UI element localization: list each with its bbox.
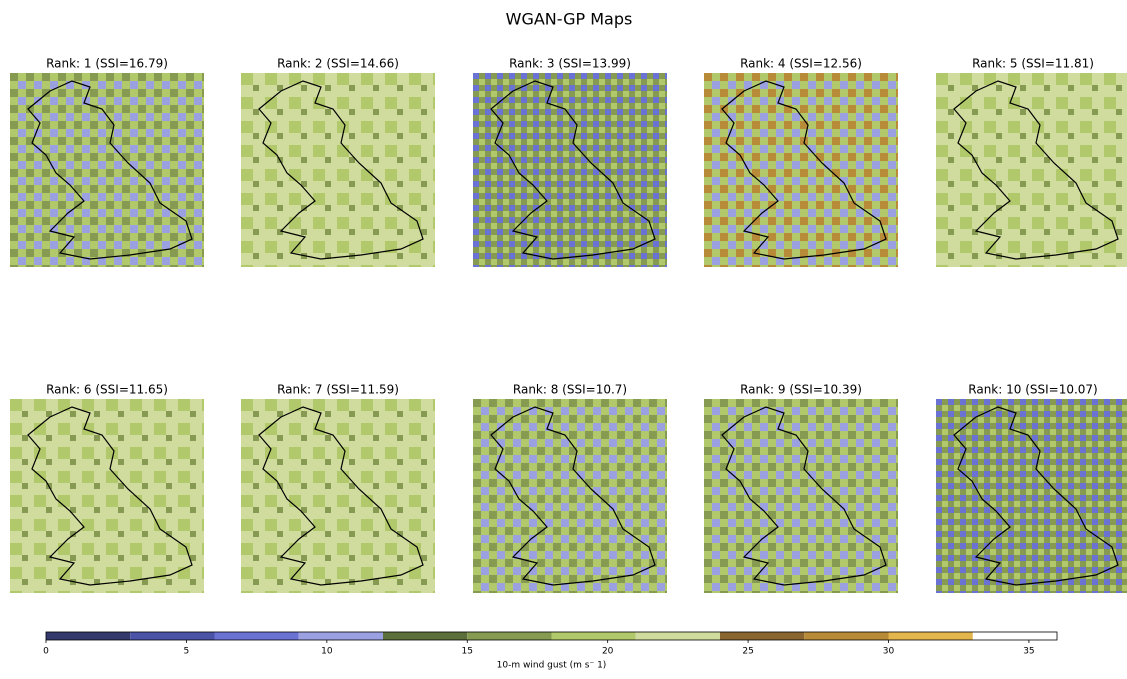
tick-label: 0 [43,647,49,657]
panels: Rank: 1 (SSI=16.79) Rank: 2 (SSI=14.66) Ra… [10,57,1127,594]
panel-title: Rank: 1 (SSI=16.79) [46,57,168,71]
colorbar-segment [467,632,551,640]
map-panel [473,399,667,593]
tick-label: 30 [883,647,895,657]
panel-title: Rank: 10 (SSI=10.07) [968,383,1097,397]
map-field [704,73,898,267]
map-panel [10,399,204,593]
map-field [473,399,667,593]
map-panel [10,73,204,267]
colorbar: 0 5 10 15 20 25 30 35 10-m wind gust (m s⁻ 1) [43,632,1057,671]
map-field [936,73,1127,267]
map-panel [936,73,1127,267]
panel-title: Rank: 6 (SSI=11.65) [46,383,168,397]
tick-label: 15 [462,647,473,657]
figure: WGAN-GP Maps Rank: 1 (SSI=16.79) Rank: 2 … [0,0,1127,675]
map-field [241,73,435,267]
panel-title: Rank: 9 (SSI=10.39) [740,383,862,397]
map-panel [241,399,435,593]
panel-title: Rank: 8 (SSI=10.7) [513,383,627,397]
map-panel [936,399,1127,593]
panel-title: Rank: 5 (SSI=11.81) [972,57,1094,71]
map-panel [704,73,898,267]
panel-title: Rank: 3 (SSI=13.99) [509,57,631,71]
panel-title: Rank: 4 (SSI=12.56) [740,57,862,71]
map-field [10,399,204,593]
panel-title: Rank: 7 (SSI=11.59) [277,383,399,397]
map-panel [704,399,898,593]
map-panel [473,73,667,267]
map-field [704,399,898,593]
map-field [10,73,204,267]
figure-title: WGAN-GP Maps [506,10,633,29]
colorbar-segment [552,632,636,640]
page: {"title": "WGAN-GP Maps", "panels": ["Ra… [0,0,1127,679]
map-field [936,399,1127,593]
map-field [473,73,667,267]
map-field [241,399,435,593]
colorbar-segment [636,632,720,640]
colorbar-segment [130,632,214,640]
colorbar-label: 10-m wind gust (m s⁻ 1) [497,661,607,671]
map-panel [241,73,435,267]
colorbar-segment [299,632,383,640]
tick-label: 20 [602,647,614,657]
tick-label: 10 [321,647,333,657]
tick-label: 35 [1023,647,1034,657]
colorbar-segment [889,632,973,640]
tick-label: 5 [184,647,190,657]
colorbar-segment [804,632,888,640]
colorbar-segment [383,632,467,640]
colorbar-segment [215,632,299,640]
tick-label: 25 [742,647,753,657]
colorbar-segment [46,632,130,640]
panel-title: Rank: 2 (SSI=14.66) [277,57,399,71]
colorbar-segment [720,632,804,640]
